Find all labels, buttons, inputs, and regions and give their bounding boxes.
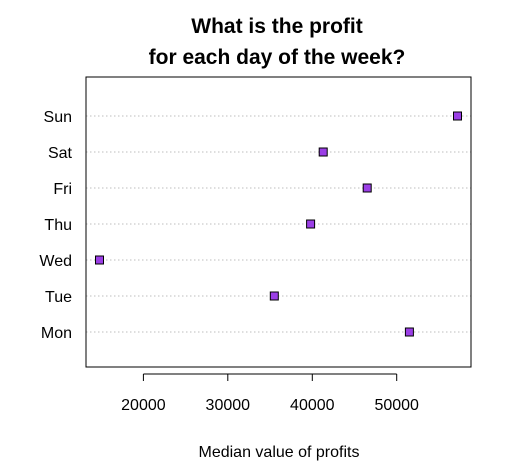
- data-point-sun: [453, 111, 462, 121]
- x-tick-label-50000: 50000: [374, 397, 419, 414]
- y-tick-labels: Mon Tue Wed Thu Fri Sat Sun: [39, 109, 72, 342]
- x-axis-label: Median value of profits: [199, 444, 360, 461]
- y-tick-label-fri: Fri: [53, 181, 72, 198]
- y-tick-label-wed: Wed: [39, 253, 72, 270]
- data-point-tue: [269, 291, 279, 301]
- y-tick-label-thu: Thu: [44, 217, 72, 234]
- y-tick-label-sat: Sat: [48, 145, 73, 162]
- chart-title-line-1: What is the profit: [191, 15, 363, 38]
- y-tick-label-tue: Tue: [45, 289, 72, 306]
- data-point-sat: [318, 147, 328, 157]
- grid-lines: [86, 115, 471, 333]
- x-tick-label-40000: 40000: [290, 397, 335, 414]
- x-axis: 20000 30000 40000 50000: [121, 373, 419, 414]
- plot-frame: [85, 76, 472, 368]
- chart-title-line-2: for each day of the week?: [149, 46, 406, 69]
- x-tick-label-30000: 30000: [206, 397, 251, 414]
- y-tick-label-mon: Mon: [41, 325, 72, 342]
- data-point-thu: [306, 219, 316, 229]
- data-point-mon: [404, 327, 414, 337]
- x-tick-label-20000: 20000: [121, 397, 166, 414]
- data-point-wed: [95, 255, 104, 265]
- y-tick-label-sun: Sun: [44, 109, 72, 126]
- data-markers: [95, 111, 462, 337]
- data-point-fri: [362, 183, 372, 193]
